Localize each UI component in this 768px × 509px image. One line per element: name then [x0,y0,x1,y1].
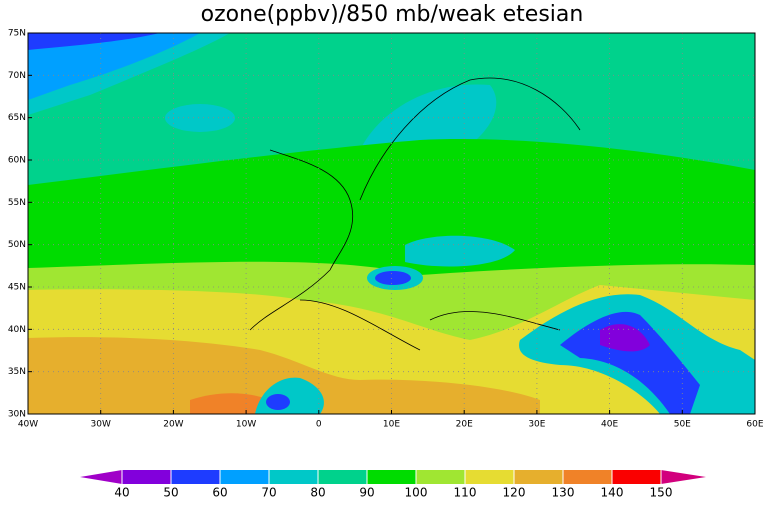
colorbar-bin [220,470,269,484]
colorbar-label: 110 [454,486,477,500]
colorbar-bin [318,470,367,484]
colorbar-bin [367,470,416,484]
colorbar-under-arrow [80,470,122,484]
x-tick-label: 30E [528,420,545,430]
x-tick-label: 30W [91,420,111,430]
colorbar-label: 130 [552,486,575,500]
y-tick-label: 40N [8,325,26,335]
colorbar-label: 120 [503,486,526,500]
colorbar-over-arrow [661,470,706,484]
y-tick-label: 65N [8,113,26,123]
x-tick-label: 40W [18,420,38,430]
y-tick-label: 45N [8,283,26,293]
map-field [28,33,755,414]
colorbar-label: 80 [310,486,325,500]
colorbar-bin [563,470,612,484]
colorbar-label: 60 [212,486,227,500]
x-tick-label: 10E [383,420,400,430]
colorbar-bin [514,470,563,484]
y-tick-label: 70N [8,71,26,81]
colorbar-label: 100 [405,486,428,500]
colorbar-label: 140 [601,486,624,500]
colorbar-label: 70 [261,486,276,500]
colorbar-bin [122,470,171,484]
y-tick-label: 55N [8,198,26,208]
graticule: 40W 30W 20W 10W 0 10E 20E 30E 40E 50E 60E 30N 35N 40N… [8,29,764,430]
y-tick-label: 50N [8,240,26,250]
x-tick-label: 0 [316,420,322,430]
colorbar: 40 50 60 70 80 90 100 110 120 130 140 150 [80,470,706,500]
colorbar-bin [171,470,220,484]
x-tick-label: 40E [601,420,618,430]
x-tick-label: 10W [236,420,256,430]
x-tick-label: 20E [456,420,473,430]
map-frame [27,32,756,415]
y-tick-label: 35N [8,367,26,377]
colorbar-label: 40 [114,486,129,500]
x-tick-label: 50E [674,420,691,430]
y-tick-label: 30N [8,410,26,420]
x-tick-label: 20W [163,420,183,430]
colorbar-label: 90 [359,486,374,500]
colorbar-bin [465,470,514,484]
colorbar-bin [416,470,465,484]
colorbar-label: 150 [650,486,673,500]
x-tick-label: 60E [746,420,763,430]
y-tick-label: 60N [8,156,26,166]
colorbar-label: 50 [163,486,178,500]
title: ozone(ppbv)/850 mb/weak etesian [201,2,584,27]
y-tick-label: 75N [8,29,26,39]
colorbar-bin [612,470,661,484]
colorbar-bin [269,470,318,484]
